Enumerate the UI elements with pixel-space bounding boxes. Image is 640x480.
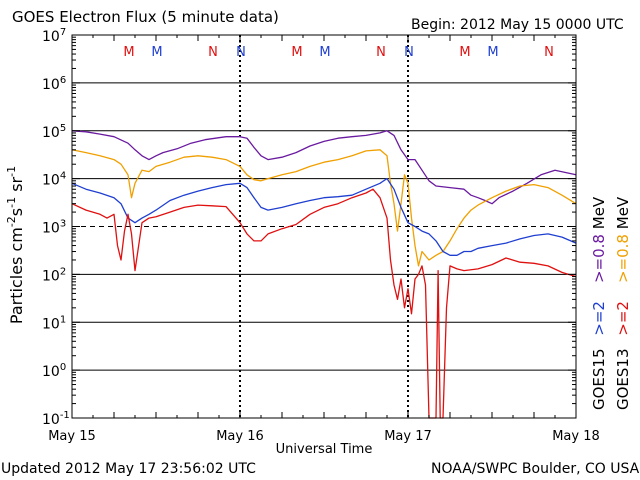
- credit-text: NOAA/SWPC Boulder, CO USA: [431, 461, 640, 477]
- event-marker: N: [544, 45, 554, 60]
- event-marker: M: [151, 45, 162, 60]
- event-marker: M: [319, 45, 330, 60]
- x-tick-label: May 18: [552, 429, 600, 444]
- event-marker: M: [487, 45, 498, 60]
- y-tick-label: 105: [42, 123, 66, 141]
- event-marker: N: [236, 45, 246, 60]
- chart-title: GOES Electron Flux (5 minute data): [12, 8, 279, 26]
- x-axis-label: Universal Time: [276, 442, 373, 457]
- updated-timestamp: Updated 2012 May 17 23:56:02 UTC: [1, 461, 256, 477]
- legend-entry: GOES15 >=2>=0.8 MeV: [590, 196, 608, 410]
- series-line: [71, 177, 577, 256]
- y-tick-label: 10-1: [42, 410, 70, 428]
- grid-layer: [72, 35, 576, 418]
- event-marker: M: [123, 45, 134, 60]
- event-marker: N: [376, 45, 386, 60]
- x-tick-label: May 17: [384, 429, 432, 444]
- y-tick-label: 106: [42, 75, 66, 93]
- event-marker: M: [459, 45, 470, 60]
- event-marker: N: [404, 45, 414, 60]
- y-tick-label: 102: [42, 266, 66, 284]
- x-tick-label: May 16: [216, 429, 264, 444]
- series-layer: [71, 130, 577, 419]
- y-axis-label: Particles cm-2s-1 sr-1: [5, 166, 26, 324]
- y-tick-label: 103: [42, 219, 66, 237]
- event-marker: N: [208, 45, 218, 60]
- begin-date: Begin: 2012 May 15 0000 UTC: [411, 17, 624, 33]
- series-line: [71, 149, 577, 267]
- event-marker: M: [291, 45, 302, 60]
- series-line: [71, 130, 577, 205]
- y-tick-label: 100: [42, 362, 66, 380]
- y-tick-label: 101: [42, 314, 66, 332]
- series-line: [71, 188, 577, 419]
- y-tick-label: 104: [42, 171, 66, 189]
- legend-entry: GOES13 >=2>=0.8 MeV: [614, 196, 632, 410]
- frame-layer: [71, 34, 577, 419]
- y-tick-label: 107: [42, 27, 66, 45]
- x-tick-label: May 15: [48, 429, 96, 444]
